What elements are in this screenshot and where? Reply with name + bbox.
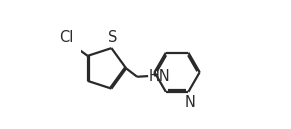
Text: N: N bbox=[184, 95, 195, 110]
Text: S: S bbox=[108, 30, 118, 45]
Text: Cl: Cl bbox=[59, 30, 73, 45]
Text: HN: HN bbox=[148, 69, 170, 84]
